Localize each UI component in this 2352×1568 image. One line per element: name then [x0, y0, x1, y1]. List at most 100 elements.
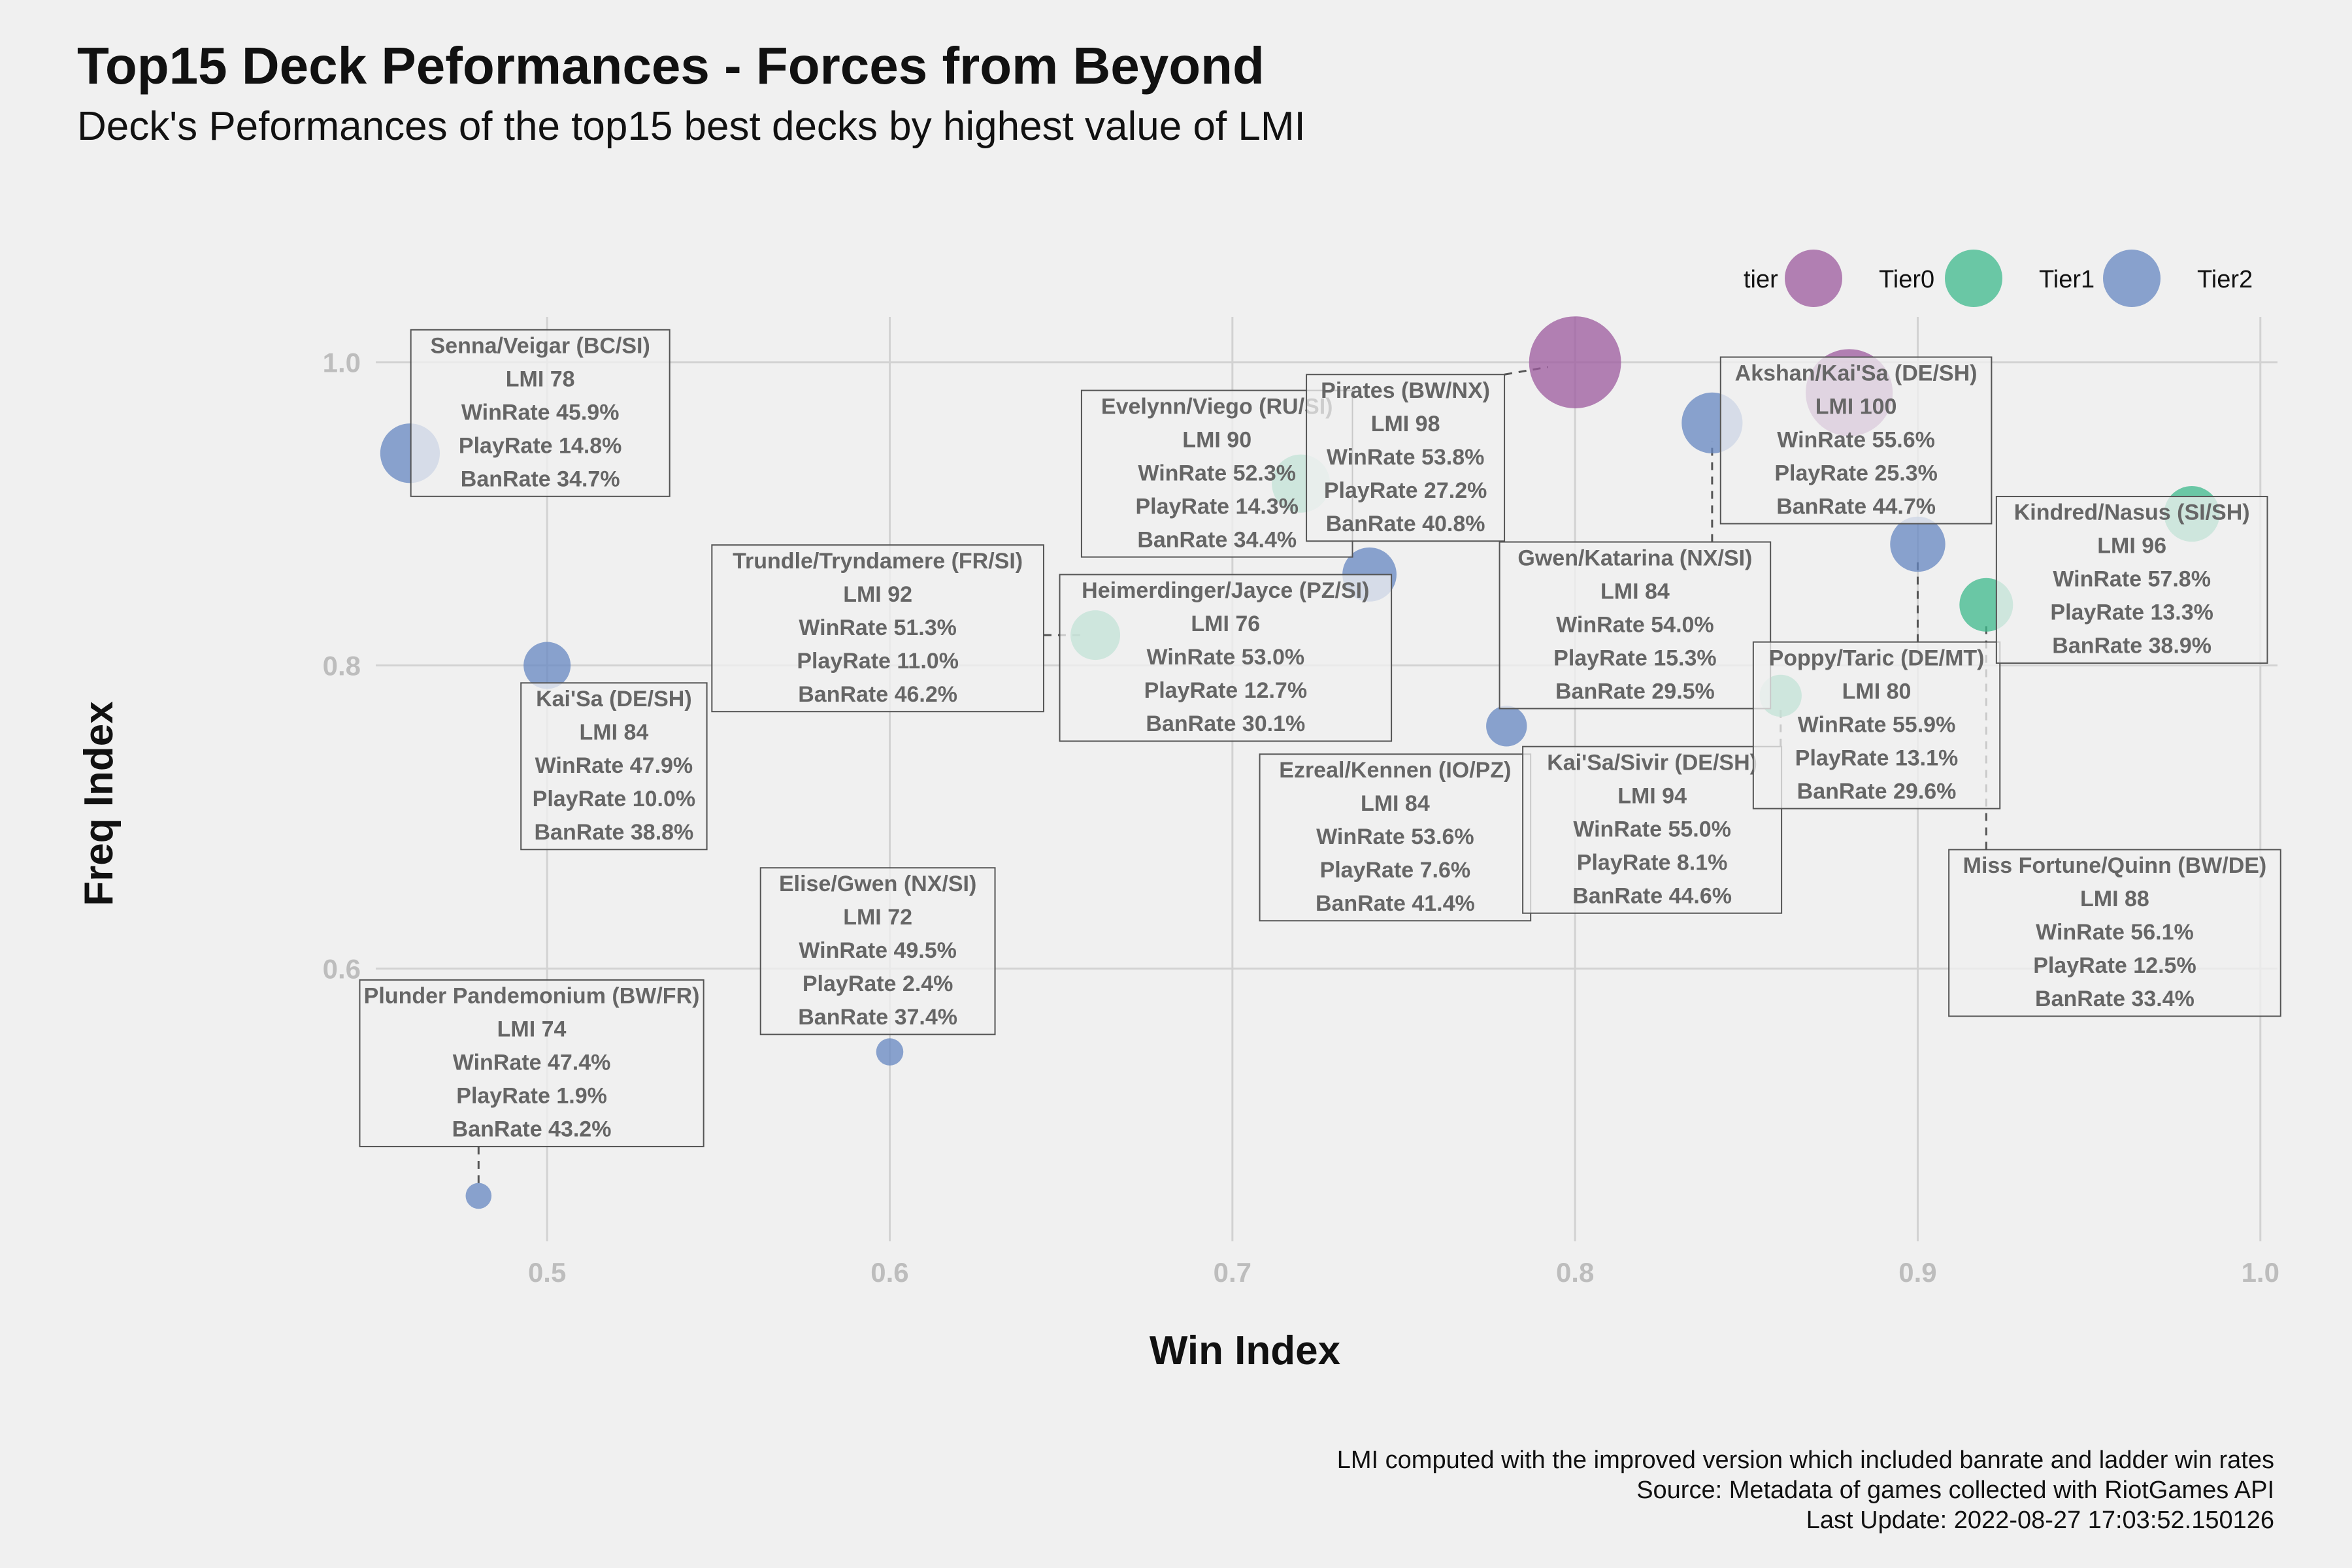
data-label-lmi: LMI 74	[497, 1017, 567, 1042]
x-axis-title: Win Index	[1150, 1328, 1341, 1373]
data-label-lmi: LMI 84	[1361, 791, 1430, 816]
x-tick-label: 0.9	[1898, 1257, 1936, 1288]
data-label-playrate: PlayRate 10.0%	[533, 787, 696, 811]
data-label: Elise/Gwen (NX/SI) LMI 72 WinRate 49.5% Pla…	[759, 867, 996, 1036]
data-label-playrate: PlayRate 14.8%	[459, 433, 622, 458]
data-point-bubble	[465, 1183, 492, 1209]
data-label-deck: Akshan/Kai'Sa (DE/SH)	[1735, 361, 1978, 385]
data-label-winrate: WinRate 53.8%	[1327, 445, 1485, 470]
data-label-lmi: LMI 92	[843, 582, 912, 607]
data-label-winrate: WinRate 55.6%	[1777, 427, 1935, 452]
data-label-box	[1752, 641, 2001, 809]
data-label-deck: Miss Fortune/Quinn (BW/DE)	[1963, 853, 2267, 878]
data-label-winrate: WinRate 52.3%	[1138, 461, 1296, 485]
data-label-deck: Evelynn/Viego (RU/SI)	[1101, 394, 1333, 419]
data-label-deck: Plunder Pandemonium (BW/FR)	[364, 984, 700, 1009]
data-point-bubble	[523, 642, 571, 689]
data-label: Poppy/Taric (DE/MT) LMI 80 WinRate 55.9% Pl…	[1752, 641, 2001, 809]
chart-title: Top15 Deck Peformances - Forces from Bey…	[77, 37, 1265, 95]
data-label-lmi: LMI 84	[1600, 579, 1670, 604]
data-label-playrate: PlayRate 13.3%	[2050, 600, 2213, 625]
x-tick-label: 0.6	[870, 1257, 908, 1288]
data-point-bubble	[1890, 516, 1946, 572]
legend-swatch	[2103, 250, 2161, 307]
data-label-lmi: LMI 72	[843, 905, 912, 930]
data-label-playrate: PlayRate 8.1%	[1577, 850, 1728, 875]
caption: LMI computed with the improved version w…	[1337, 1446, 2274, 1534]
data-label-lmi: LMI 98	[1371, 412, 1440, 436]
y-axis-title: Freq Index	[76, 701, 122, 906]
data-label-deck: Heimerdinger/Jayce (PZ/SI)	[1082, 578, 1369, 603]
data-label-deck: Kindred/Nasus (SI/SH)	[2014, 500, 2250, 525]
data-label-box	[1948, 849, 2281, 1017]
data-label: Gwen/Katarina (NX/SI) LMI 84 WinRate 54.0%…	[1499, 541, 1772, 710]
data-label-banrate: BanRate 38.9%	[2052, 634, 2211, 659]
y-tick-label: 1.0	[323, 348, 361, 378]
data-label-winrate: WinRate 55.9%	[1798, 712, 1956, 737]
data-label-banrate: BanRate 40.8%	[1326, 512, 1485, 536]
data-label-lmi: LMI 78	[506, 367, 575, 391]
chart-subtitle: Deck's Peformances of the top15 best dec…	[77, 104, 1306, 149]
data-label: Heimerdinger/Jayce (PZ/SI) LMI 76 WinRate …	[1059, 574, 1393, 742]
data-label-winrate: WinRate 51.3%	[799, 615, 957, 640]
data-label-winrate: WinRate 47.9%	[535, 753, 693, 778]
data-label: Akshan/Kai'Sa (DE/SH) LMI 100 WinRate 55.6…	[1719, 356, 1993, 525]
data-label-playrate: PlayRate 2.4%	[803, 972, 953, 996]
data-label-banrate: BanRate 33.4%	[2035, 987, 2195, 1011]
x-tick-label: 1.0	[2242, 1257, 2279, 1288]
data-label-box	[1499, 541, 1772, 710]
data-label-box	[359, 979, 704, 1147]
data-label: Miss Fortune/Quinn (BW/DE) LMI 88 WinRate …	[1948, 849, 2281, 1017]
data-label-playrate: PlayRate 13.1%	[1795, 745, 1959, 770]
data-label-deck: Elise/Gwen (NX/SI)	[779, 872, 976, 896]
data-label-banrate: BanRate 46.2%	[798, 682, 957, 707]
data-label: Kai'Sa (DE/SH) LMI 84 WinRate 47.9% PlayRat…	[520, 682, 708, 851]
x-tick-label: 0.8	[1556, 1257, 1594, 1288]
data-label-lmi: LMI 84	[579, 720, 648, 745]
data-label-playrate: PlayRate 11.0%	[797, 649, 959, 674]
data-label-deck: Kai'Sa/Sivir (DE/SH)	[1547, 750, 1757, 775]
x-tick-label: 0.5	[528, 1257, 566, 1288]
label-leader-line	[1504, 366, 1548, 376]
legend-swatch	[1785, 250, 1842, 307]
data-label-playrate: PlayRate 15.3%	[1553, 645, 1717, 670]
data-label: Plunder Pandemonium (BW/FR) LMI 74 WinRate…	[359, 979, 704, 1147]
axis-ticks: 0.5 0.6 0.7 0.8 0.9 1.0 0.6 0.8 1.0	[323, 348, 2279, 1288]
data-label-playrate: PlayRate 25.3%	[1774, 461, 1938, 485]
data-label-playrate: PlayRate 12.5%	[2033, 953, 2196, 978]
data-label-playrate: PlayRate 14.3%	[1135, 494, 1299, 519]
caption-line-2: Source: Metadata of games collected with…	[1636, 1477, 2274, 1504]
data-label-box	[759, 867, 996, 1036]
legend-title: tier	[1744, 266, 1778, 293]
data-label: Kai'Sa/Sivir (DE/SH) LMI 94 WinRate 55.0% P…	[1522, 745, 1783, 914]
data-label-box	[520, 682, 708, 851]
data-label-deck: Gwen/Katarina (NX/SI)	[1517, 546, 1752, 570]
data-point-bubble	[1529, 316, 1621, 408]
data-point-bubble	[1486, 706, 1527, 747]
data-labels: Senna/Veigar (BC/SI) LMI 78 WinRate 45.9% P…	[359, 329, 2281, 1147]
data-label-playrate: PlayRate 27.2%	[1324, 478, 1487, 503]
data-label-lmi: LMI 100	[1815, 394, 1897, 419]
data-label-winrate: WinRate 53.0%	[1147, 645, 1305, 670]
data-label-lmi: LMI 88	[2080, 887, 2149, 911]
data-label-winrate: WinRate 53.6%	[1316, 825, 1474, 849]
data-label-lmi: LMI 80	[1842, 679, 1912, 704]
data-label-box	[711, 544, 1044, 713]
data-label-banrate: BanRate 34.4%	[1137, 527, 1297, 552]
data-label-winrate: WinRate 47.4%	[453, 1051, 611, 1075]
data-label-deck: Trundle/Tryndamere (FR/SI)	[733, 549, 1023, 574]
data-label-lmi: LMI 96	[2097, 534, 2166, 559]
data-label-deck: Senna/Veigar (BC/SI)	[431, 333, 650, 358]
data-label-deck: Ezreal/Kennen (IO/PZ)	[1279, 758, 1511, 783]
data-label-box	[1306, 374, 1506, 542]
data-label-box	[1259, 753, 1532, 922]
data-point-bubble	[876, 1038, 904, 1066]
data-label-box	[1995, 495, 2268, 664]
data-label-winrate: WinRate 54.0%	[1556, 612, 1714, 637]
data-label-lmi: LMI 94	[1617, 783, 1687, 808]
legend-entry-label: Tier1	[2039, 266, 2095, 293]
data-label-winrate: WinRate 56.1%	[2036, 920, 2194, 945]
data-label: Kindred/Nasus (SI/SH) LMI 96 WinRate 57.8%…	[1995, 495, 2268, 664]
